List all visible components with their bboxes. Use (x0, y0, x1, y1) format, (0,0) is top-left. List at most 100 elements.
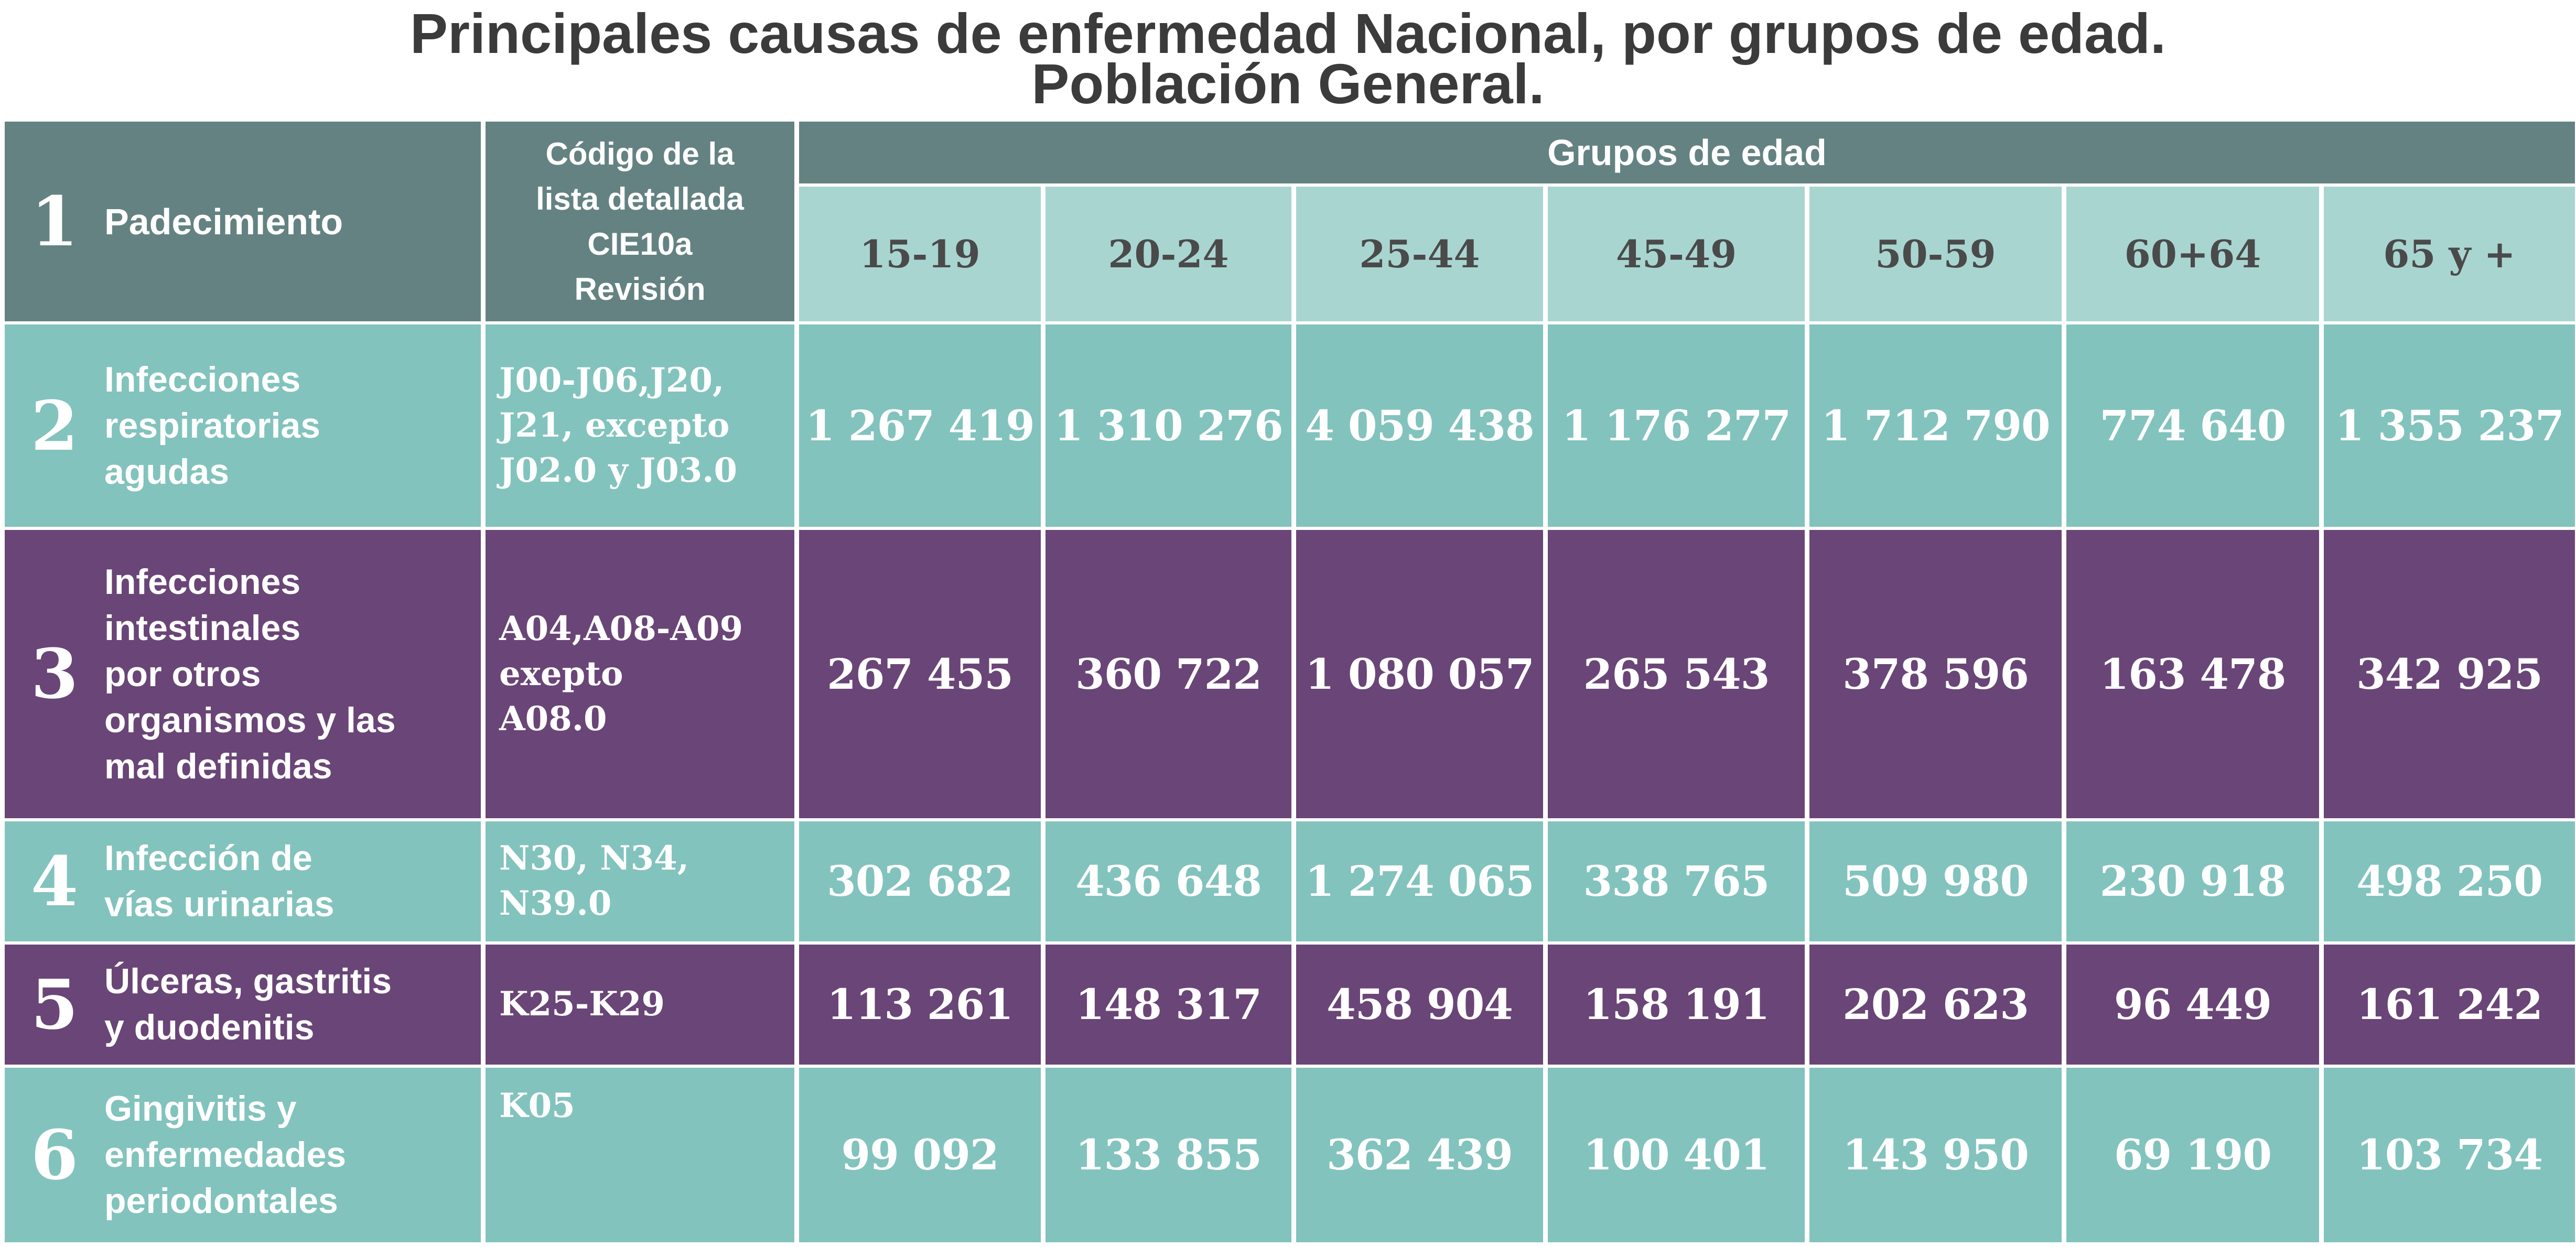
disease-label-line: Infecciones (104, 360, 301, 400)
cie10-code-cell: K05 (486, 1067, 794, 1242)
cie10-code-line: A08.0 (499, 699, 607, 739)
age-group-header: 15-19 (799, 187, 1041, 322)
table-row: 5 Úlceras, gastritis y duodenitis K25-K29 11… (5, 944, 2575, 1065)
value-cell: 342 925 (2324, 529, 2575, 818)
cie10-code-line: A04,A08-A09 (499, 609, 743, 648)
disease-label-line: organismos y las (104, 700, 396, 740)
title-line-2: Población General. (1031, 52, 1545, 115)
cie10-code-line: J21, excepto (499, 406, 730, 446)
cie10-code-line: N39.0 (499, 884, 612, 924)
value-cell: 1 310 276 (1046, 324, 1291, 527)
value-cell: 1 712 790 (1809, 324, 2062, 527)
age-group-header: 25-44 (1296, 187, 1543, 322)
value-cell: 148 317 (1046, 944, 1291, 1065)
cie10-code-cell: K25-K29 (486, 944, 794, 1065)
disease-label-line: enfermedades (104, 1135, 347, 1175)
value-cell: 202 623 (1809, 944, 2062, 1065)
value-cell: 267 455 (799, 529, 1041, 818)
value-cell: 158 191 (1548, 944, 1805, 1065)
value-cell: 4 059 438 (1296, 324, 1543, 527)
disease-label-line: periodontales (104, 1181, 338, 1221)
value-cell: 1 267 419 (799, 324, 1041, 527)
disease-label-line: intestinales (104, 608, 301, 648)
cie10-code-line: K25-K29 (499, 984, 665, 1024)
age-group-header: 45-49 (1548, 187, 1805, 322)
value-cell: 1 355 237 (2324, 324, 2575, 527)
disease-label-line: agudas (104, 452, 230, 492)
value-cell: 1 080 057 (1296, 529, 1543, 818)
value-cell: 498 250 (2324, 821, 2575, 941)
disease-label-cell: 2 Infecciones respiratorias agudas (5, 324, 481, 527)
value-cell: 96 449 (2066, 944, 2319, 1065)
age-group-header: 50-59 (1809, 187, 2062, 322)
row-index: 6 (30, 1114, 79, 1195)
disease-label-line: Úlceras, gastritis (104, 961, 392, 1002)
cie10-code-line: J00-J06,J20, (499, 361, 725, 400)
disease-label-cell: 5 Úlceras, gastritis y duodenitis (5, 944, 481, 1065)
disease-label-line: y duodenitis (104, 1007, 315, 1048)
value-cell: 338 765 (1548, 821, 1805, 941)
age-group-header: 60+64 (2066, 187, 2319, 322)
row-index: 4 (30, 841, 79, 921)
value-cell: 362 439 (1296, 1067, 1543, 1242)
chart-title: Principales causas de enfermedad Naciona… (0, 0, 2576, 115)
value-cell: 161 242 (2324, 944, 2575, 1065)
row-index: 5 (30, 964, 79, 1045)
value-cell: 69 190 (2066, 1067, 2319, 1242)
value-cell: 103 734 (2324, 1067, 2575, 1242)
value-cell: 265 543 (1548, 529, 1805, 818)
value-cell: 1 176 277 (1548, 324, 1805, 527)
value-cell: 360 722 (1046, 529, 1291, 818)
disease-label-cell: 3 Infecciones intestinales por otros organis… (5, 529, 481, 818)
age-group-header: 65 y + (2324, 187, 2575, 322)
value-cell: 99 092 (799, 1067, 1041, 1242)
disease-label-line: mal definidas (104, 746, 332, 786)
table-row: 4 Infección de vías urinarias N30, N34, N39.… (5, 821, 2575, 941)
value-cell: 378 596 (1809, 529, 2062, 818)
table-row: 6 Gingivitis y enfermedades periodontales K0… (5, 1067, 2575, 1242)
value-cell: 100 401 (1548, 1067, 1805, 1242)
value-cell: 1 274 065 (1296, 821, 1543, 941)
cie10-code-line: J02.0 y J03.0 (499, 451, 738, 491)
header-codigo-cell: Código de la lista detallada CIE10a Revi… (486, 122, 794, 322)
table-row: 3 Infecciones intestinales por otros organis… (5, 529, 2575, 818)
cie10-code-cell: J00-J06,J20, J21, excepto J02.0 y J03.0 (486, 324, 794, 527)
disease-label-line: Infecciones (104, 561, 301, 602)
header-codigo-line: Revisión (574, 271, 706, 307)
disease-table: 1 Padecimiento Código de la lista detall… (0, 118, 2576, 1245)
header-codigo-line: Código de la (545, 136, 735, 171)
cie10-code-cell: A04,A08-A09 exepto A08.0 (486, 529, 794, 818)
value-cell: 509 980 (1809, 821, 2062, 941)
cie10-code-line: N30, N34, (499, 839, 689, 879)
header-grupos-de-edad: Grupos de edad (799, 122, 2575, 184)
row-index: 3 (30, 634, 79, 714)
title-line-1: Principales causas de enfermedad Naciona… (409, 2, 2167, 65)
cie10-code-line: exepto (499, 654, 623, 693)
value-cell: 774 640 (2066, 324, 2319, 527)
disease-label-cell: 4 Infección de vías urinarias (5, 821, 481, 941)
header-codigo-line: CIE10a (587, 226, 693, 262)
value-cell: 230 918 (2066, 821, 2319, 941)
disease-label-line: respiratorias (104, 406, 320, 446)
value-cell: 163 478 (2066, 529, 2319, 818)
disease-label-line: Gingivitis y (104, 1089, 297, 1129)
row-index: 2 (30, 385, 79, 466)
age-group-header: 20-24 (1046, 187, 1291, 322)
disease-label-cell: 6 Gingivitis y enfermedades periodontales (5, 1067, 481, 1242)
header-padecimiento: Padecimiento (104, 201, 343, 242)
value-cell: 436 648 (1046, 821, 1291, 941)
value-cell: 143 950 (1809, 1067, 2062, 1242)
value-cell: 133 855 (1046, 1067, 1291, 1242)
value-cell: 458 904 (1296, 944, 1543, 1065)
table-row: 2 Infecciones respiratorias agudas J00-J06,J… (5, 324, 2575, 527)
cie10-code-cell: N30, N34, N39.0 (486, 821, 794, 941)
disease-label-line: por otros (104, 654, 261, 694)
header-codigo-line: lista detallada (536, 181, 744, 216)
header-padecimiento-cell: 1 Padecimiento (5, 122, 481, 322)
value-cell: 302 682 (799, 821, 1041, 941)
value-cell: 113 261 (799, 944, 1041, 1065)
cie10-code-line: K05 (499, 1086, 575, 1125)
disease-label-line: vías urinarias (104, 884, 335, 925)
header-index: 1 (30, 181, 79, 262)
disease-label-line: Infección de (104, 838, 312, 879)
